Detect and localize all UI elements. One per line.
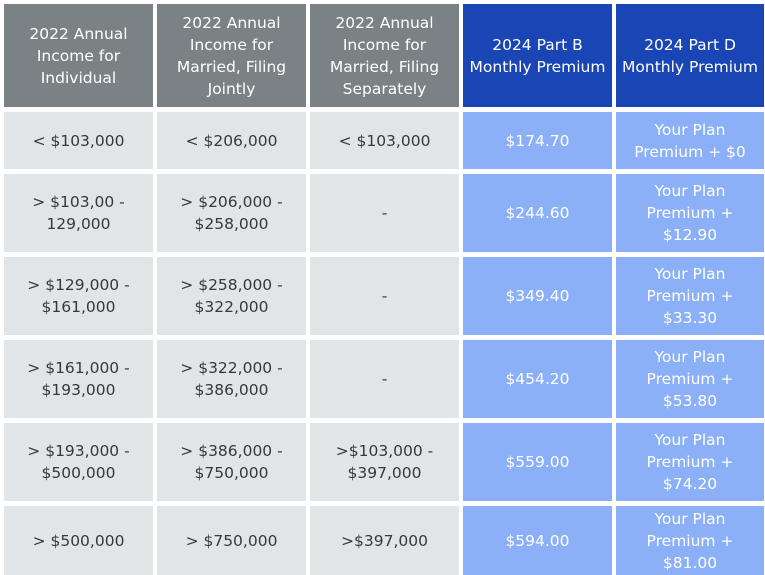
table-cell: > $322,000 - $386,000	[157, 340, 306, 418]
header-income-individual: 2022 Annual Income for Individual	[4, 4, 153, 107]
part-b-premium-cell: $594.00	[463, 506, 612, 575]
part-b-premium-cell: $559.00	[463, 423, 612, 501]
header-income-married-jointly: 2022 Annual Income for Married, Filing J…	[157, 4, 306, 107]
header-income-married-separately: 2022 Annual Income for Married, Filing S…	[310, 4, 459, 107]
header-part-b-premium: 2024 Part B Monthly Premium	[463, 4, 612, 107]
part-d-premium-cell: Your Plan Premium + $53.80	[616, 340, 764, 418]
table-cell: > $161,000 - $193,000	[4, 340, 153, 418]
part-b-premium-cell: $174.70	[463, 112, 612, 169]
table-cell: -	[310, 340, 459, 418]
part-d-premium-cell: Your Plan Premium + $74.20	[616, 423, 764, 501]
table-cell: < $103,000	[4, 112, 153, 169]
part-d-premium-cell: Your Plan Premium + $0	[616, 112, 764, 169]
table-cell: > $206,000 - $258,000	[157, 174, 306, 252]
table-cell: -	[310, 257, 459, 335]
table-cell: >$103,000 - $397,000	[310, 423, 459, 501]
part-b-premium-cell: $349.40	[463, 257, 612, 335]
table-cell: < $103,000	[310, 112, 459, 169]
part-d-premium-cell: Your Plan Premium + $33.30	[616, 257, 764, 335]
part-b-premium-cell: $454.20	[463, 340, 612, 418]
table-cell: > $129,000 - $161,000	[4, 257, 153, 335]
table-cell: > $103,00 - 129,000	[4, 174, 153, 252]
part-d-premium-cell: Your Plan Premium + $81.00	[616, 506, 764, 575]
table-cell: < $206,000	[157, 112, 306, 169]
table-cell: > $258,000 - $322,000	[157, 257, 306, 335]
table-cell: > $193,000 - $500,000	[4, 423, 153, 501]
table-cell: -	[310, 174, 459, 252]
header-part-d-premium: 2024 Part D Monthly Premium	[616, 4, 764, 107]
table-cell: >$397,000	[310, 506, 459, 575]
part-b-premium-cell: $244.60	[463, 174, 612, 252]
table-cell: > $386,000 - $750,000	[157, 423, 306, 501]
table-cell: > $750,000	[157, 506, 306, 575]
premium-table: 2022 Annual Income for Individual 2022 A…	[4, 4, 764, 575]
part-d-premium-cell: Your Plan Premium + $12.90	[616, 174, 764, 252]
table-cell: > $500,000	[4, 506, 153, 575]
